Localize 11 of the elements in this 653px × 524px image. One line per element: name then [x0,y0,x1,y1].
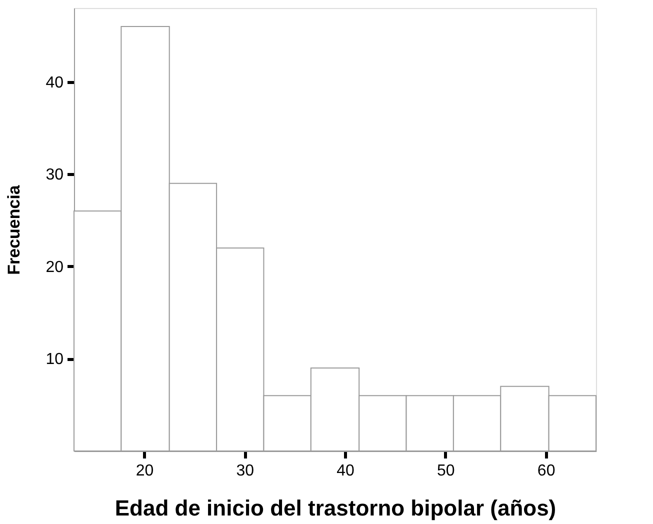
y-axis-title: Frecuencia [4,184,24,275]
x-tick-label: 30 [236,462,254,480]
x-tick-label: 60 [537,462,556,480]
x-tick-label: 40 [336,462,355,480]
y-tick-label: 20 [46,258,64,276]
x-tick-label: 50 [437,462,455,480]
x-tick-label: 20 [136,462,154,480]
y-tick-label: 30 [46,166,64,184]
y-tick-label: 40 [46,74,64,92]
y-tick-label: 10 [46,351,64,368]
x-axis-title: Edad de inicio del trastorno bipolar (años) [114,496,556,520]
